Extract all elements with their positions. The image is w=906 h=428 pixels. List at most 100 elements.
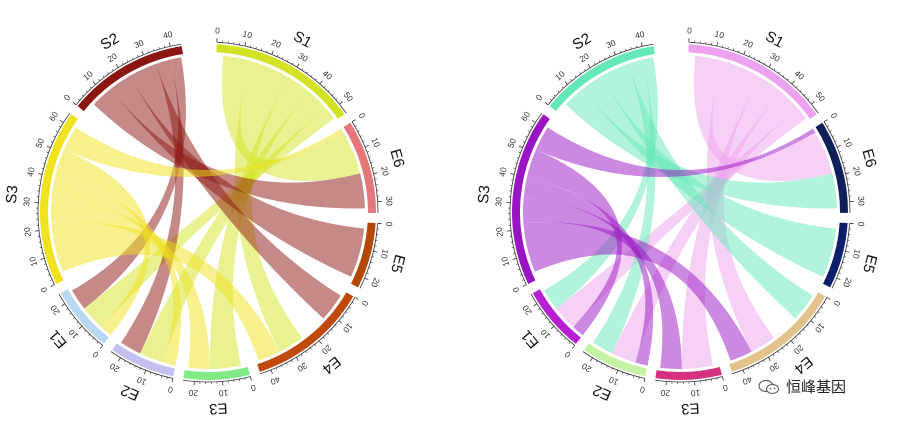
- left-tick-label: 30: [384, 196, 395, 206]
- left-tick: [143, 370, 147, 375]
- right-minor-tick: [786, 344, 789, 347]
- left-minor-tick: [366, 272, 369, 274]
- left-minor-tick: [275, 367, 278, 370]
- right-tick-label: 30: [767, 361, 781, 375]
- left-minor-tick: [85, 90, 88, 93]
- right-tick-label: 50: [505, 137, 518, 150]
- right-sector-S3: [512, 114, 550, 284]
- left-chord-link: [51, 197, 210, 369]
- right-tick-label: 20: [851, 165, 863, 177]
- right-tick: [587, 63, 591, 68]
- right-sector-E2: [584, 343, 647, 377]
- right-tick-label: 20: [520, 303, 534, 317]
- left-minor-tick: [301, 68, 304, 71]
- left-tick-label: 30: [21, 197, 32, 207]
- left-chord-link: [51, 222, 280, 361]
- left-sector-axis: [37, 112, 71, 285]
- right-minor-tick: [763, 62, 766, 65]
- right-tick-label: 20: [494, 226, 505, 237]
- left-minor-tick: [121, 62, 124, 65]
- right-tick-label: 0: [639, 384, 646, 395]
- left-minor-tick: [76, 321, 79, 324]
- right-chord-link: [582, 75, 837, 277]
- right-tick: [641, 42, 643, 47]
- left-tick: [40, 257, 45, 260]
- right-tick-label: 20: [742, 37, 755, 50]
- left-chord-link: [121, 59, 184, 354]
- right-sector-E5: [822, 222, 848, 288]
- left-tick-label: 10: [341, 321, 355, 335]
- right-sector-E1: [532, 289, 581, 344]
- left-minor-tick: [161, 375, 163, 378]
- right-tick-label: 40: [793, 68, 807, 82]
- left-minor-tick: [331, 328, 333, 331]
- right-minor-tick: [806, 324, 809, 327]
- left-minor-tick: [370, 261, 373, 263]
- left-sector-axis: [260, 297, 356, 375]
- right-minor-tick: [574, 75, 577, 78]
- left-sector-S2: [77, 46, 183, 112]
- right-sector-label: S2: [570, 30, 594, 54]
- right-sector-E3: [655, 366, 722, 380]
- right-tick-label: 10: [714, 29, 726, 41]
- left-sector-E3: [183, 366, 250, 380]
- right-tick: [742, 369, 745, 374]
- left-minor-tick: [266, 50, 268, 53]
- right-minor-tick: [840, 156, 843, 158]
- left-minor-tick: [255, 46, 257, 49]
- right-minor-tick: [538, 308, 541, 310]
- right-tick-label: 0: [562, 349, 572, 360]
- right-tick-label: 40: [741, 374, 754, 387]
- right-minor-tick: [829, 130, 832, 132]
- right-minor-tick: [516, 263, 519, 265]
- right-minor-tick: [787, 78, 789, 81]
- right-minor-tick: [553, 94, 556, 97]
- left-sector-axis: [351, 121, 379, 213]
- left-minor-tick: [112, 68, 114, 71]
- left-tick-label: 20: [369, 276, 382, 289]
- right-sector-label: S1: [762, 28, 786, 52]
- right-minor-tick: [516, 157, 519, 159]
- left-minor-tick: [323, 86, 326, 88]
- left-tick-label: 20: [22, 226, 33, 237]
- left-minor-tick: [150, 372, 152, 375]
- left-minor-tick: [129, 363, 131, 366]
- right-tick: [613, 50, 616, 55]
- right-tick-label: 50: [814, 90, 828, 104]
- right-sector-axis: [688, 41, 819, 114]
- left-minor-tick: [370, 161, 373, 164]
- right-tick-label: 30: [769, 50, 783, 64]
- left-sector-axis: [216, 41, 347, 114]
- left-sector-label: E3: [209, 399, 228, 417]
- left-sector-axis: [58, 293, 103, 346]
- right-tick: [564, 81, 568, 85]
- right-tick-label: 0: [829, 111, 840, 121]
- right-chord-link: [526, 149, 622, 336]
- right-minor-tick: [826, 125, 829, 127]
- left-tick: [354, 297, 359, 300]
- right-tick-label: 20: [841, 276, 854, 289]
- right-tick-label: 10: [841, 136, 854, 149]
- left-tick-label: 50: [342, 90, 356, 104]
- right-minor-tick: [601, 363, 603, 366]
- left-chord-link: [63, 127, 344, 178]
- left-tick: [270, 369, 273, 374]
- right-minor-tick: [568, 341, 571, 344]
- right-tick-label: 60: [519, 109, 533, 123]
- right-chord-link: [706, 60, 775, 352]
- right-minor-tick: [625, 48, 627, 51]
- right-minor-tick: [842, 161, 845, 164]
- left-tick: [78, 325, 83, 330]
- right-minor-tick: [840, 267, 843, 269]
- right-chord-link: [593, 59, 656, 354]
- left-tick-label: 10: [242, 29, 254, 41]
- left-minor-tick: [124, 360, 126, 363]
- left-chord-link: [209, 77, 309, 369]
- right-minor-tick: [753, 57, 756, 60]
- left-sector-label: E1: [46, 327, 71, 352]
- right-minor-tick: [519, 274, 522, 276]
- right-minor-tick: [560, 334, 563, 336]
- left-tick-label: 0: [38, 285, 49, 294]
- left-tick: [296, 63, 300, 68]
- left-minor-tick: [44, 157, 47, 159]
